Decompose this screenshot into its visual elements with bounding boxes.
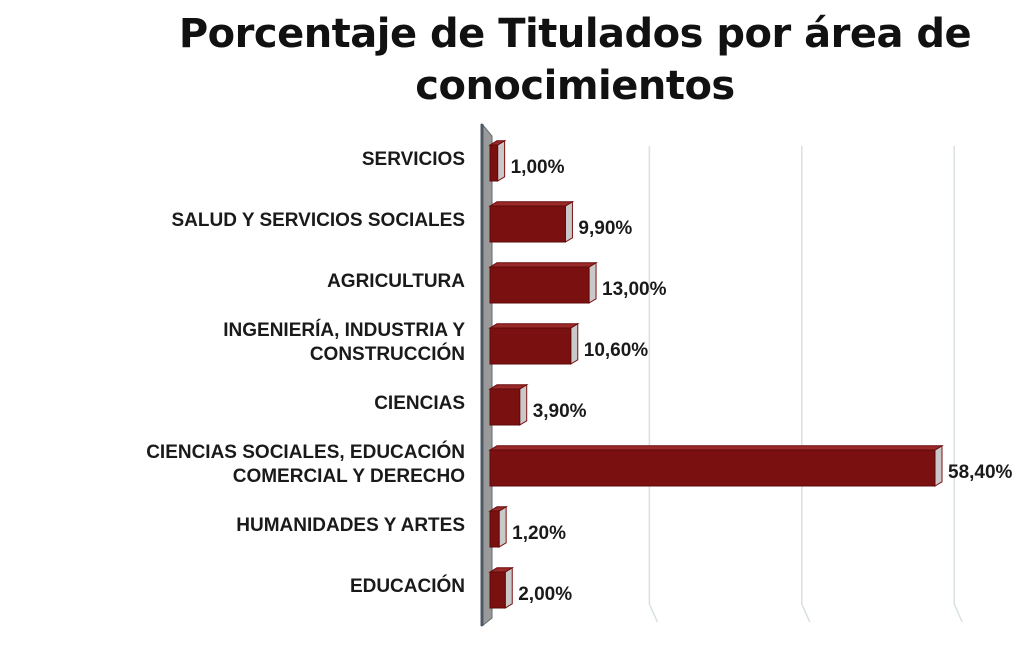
category-label-3-line-1: CONSTRUCCIÓN	[310, 343, 465, 365]
category-label-1-line-0: SALUD Y SERVICIOS SOCIALES	[171, 210, 465, 231]
data-label-7: 2,00%	[518, 584, 572, 605]
category-label-7: EDUCACIÓN	[350, 575, 465, 597]
bar-side-2	[588, 261, 597, 304]
category-label-5-line-0: CIENCIAS SOCIALES, EDUCACIÓN	[146, 441, 465, 463]
data-labels: 1,00% 9,90% 13,00% 10,60% 3,90% 58,40% 1,20% 2,…	[511, 157, 1013, 605]
bar-6	[489, 510, 500, 548]
bar-4	[489, 388, 521, 426]
category-labels: SERVICIOS SALUD Y SERVICIOS SOCIALES AGRIC…	[146, 149, 465, 597]
bar-side-6	[498, 505, 507, 548]
bar-0	[489, 144, 499, 182]
gridline-40	[801, 146, 811, 623]
bar-top-3	[488, 323, 580, 329]
bar-2	[489, 266, 590, 304]
bar-top-1	[488, 201, 575, 207]
bar-side-5	[934, 444, 943, 487]
category-label-5: CIENCIAS SOCIALES, EDUCACIÓN COMERCIAL Y …	[146, 441, 465, 487]
category-label-1: SALUD Y SERVICIOS SOCIALES	[171, 210, 465, 231]
bar-3	[489, 327, 572, 365]
category-label-2-line-0: AGRICULTURA	[327, 271, 465, 292]
category-label-4-line-0: CIENCIAS	[374, 393, 465, 414]
bar-top-4	[488, 384, 529, 390]
bar-side-7	[504, 566, 513, 609]
bar-5	[489, 449, 936, 487]
data-label-6: 1,20%	[512, 523, 566, 544]
bar-side-3	[570, 322, 579, 365]
data-label-3: 10,60%	[584, 340, 649, 361]
gridline-20	[648, 146, 659, 623]
category-label-3-line-0: INGENIERÍA, INDUSTRIA Y	[223, 319, 465, 341]
data-label-0: 1,00%	[511, 157, 565, 178]
gridlines	[648, 146, 963, 623]
category-label-7-line-0: EDUCACIÓN	[350, 575, 465, 597]
data-label-5: 58,40%	[948, 462, 1013, 483]
chart-title: Porcentaje de Titulados por área de cono…	[178, 11, 972, 109]
bar-top-2	[488, 262, 598, 268]
data-label-2: 13,00%	[602, 279, 667, 300]
bar-1	[489, 205, 566, 243]
category-label-6-line-0: HUMANIDADES Y ARTES	[236, 515, 465, 536]
category-label-0: SERVICIOS	[362, 149, 465, 170]
data-label-4: 3,90%	[533, 401, 587, 422]
category-label-5-line-1: COMERCIAL Y DERECHO	[233, 466, 465, 487]
category-label-3: INGENIERÍA, INDUSTRIA Y CONSTRUCCIÓN	[223, 319, 465, 365]
bar-side-1	[564, 200, 573, 243]
data-label-1: 9,90%	[578, 218, 632, 239]
category-label-2: AGRICULTURA	[327, 271, 465, 292]
y-axis-wall	[480, 122, 493, 628]
category-label-4: CIENCIAS	[374, 393, 465, 414]
gridline-60	[953, 146, 963, 623]
bar-side-4	[519, 383, 528, 426]
category-label-0-line-0: SERVICIOS	[362, 149, 465, 170]
bar-top-5	[488, 445, 944, 451]
bar-side-0	[497, 139, 506, 182]
bar-7	[489, 571, 506, 609]
bars	[488, 139, 944, 609]
category-label-6: HUMANIDADES Y ARTES	[236, 515, 465, 536]
